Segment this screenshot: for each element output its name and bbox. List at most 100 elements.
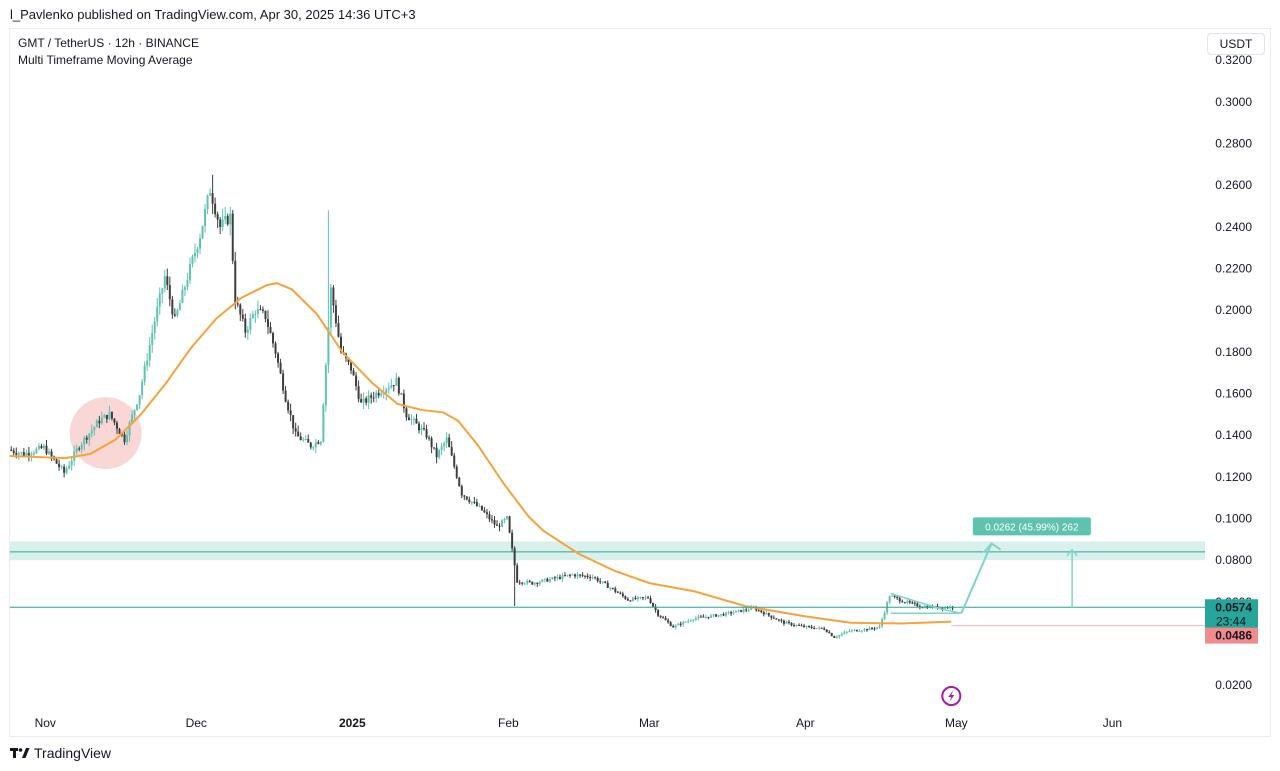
candle-body [322,405,325,442]
candle-body [636,597,639,600]
candle-body [415,418,418,424]
candle-body [115,422,118,429]
candle-body [639,597,642,599]
candle-body [546,578,549,582]
candle-body [186,280,189,288]
candle-body [234,260,237,304]
candle-body [488,514,491,520]
candle-body [654,606,657,611]
candle-body [621,593,624,597]
y-tick-label: 0.2200 [1215,262,1252,276]
candle-body [430,438,433,448]
candle-body [136,404,139,410]
currency-button[interactable]: USDT [1207,33,1265,55]
candle-body [95,420,98,428]
candle-body [103,414,106,418]
candle-body [878,626,881,628]
candle-body [596,577,599,582]
candle-body [85,437,88,440]
candle-body [176,310,179,316]
measure-label: 0.0262 (45.99%) 262 [985,522,1079,533]
candle-body [740,609,743,612]
candle-body [201,225,204,239]
candle-body [269,326,272,334]
candle-body [860,630,863,632]
candle-body [561,575,564,579]
candle-body [863,629,866,631]
candle-body [538,582,541,584]
candle-body [98,420,101,424]
candle-body [123,434,126,443]
highlight-circle [69,397,142,470]
measure-arrow-head [1066,548,1078,557]
candle-body [312,447,315,449]
candle-body [521,582,524,584]
candle-body [58,463,61,468]
tradingview-logo[interactable]: TradingView [10,745,111,761]
candle-body [68,465,71,469]
candle-body [460,486,463,496]
candle-body [146,360,149,366]
candle-body [795,624,798,626]
candle-body [410,419,413,421]
candle-body [266,319,269,327]
candle-body [329,287,332,328]
candle-body [845,631,848,633]
candle-body [90,430,93,434]
candle-body [166,276,169,286]
candle-body [78,448,81,450]
candle-body [100,417,103,424]
candle-body [511,532,514,549]
candle-body [823,628,826,630]
candle-body [667,620,670,623]
candle-body [498,525,501,527]
candle-body [12,450,15,453]
candle-body [251,314,254,319]
x-tick-label: Feb [498,716,519,730]
candle-body [657,610,660,616]
candle-body [30,454,33,456]
candle-body [256,309,259,314]
candle-body [848,631,851,633]
candle-body [672,625,675,628]
candle-body [88,433,91,440]
candle-body [151,333,154,345]
candle-body [375,392,378,399]
candle-body [835,636,838,638]
candle-body [309,442,312,448]
candle-body [297,431,300,437]
candle-body [221,219,224,227]
candle-body [440,446,443,451]
candle-body [616,591,619,593]
candle-body [747,609,750,611]
candle-body [428,437,431,439]
candle-body [858,631,861,633]
candle-body [604,581,607,583]
candle-body [126,435,129,443]
indicator-name[interactable]: Multi Timeframe Moving Average [18,53,193,67]
candle-body [468,499,471,503]
candle-body [855,629,858,632]
lightning-icon[interactable] [941,686,962,706]
candle-body [790,622,793,626]
candle-body [17,453,20,455]
candle-body [224,216,227,220]
candle-body [390,385,393,388]
candle-body [581,574,584,576]
candle-body [800,625,803,627]
candle-body [589,577,592,579]
candle-body [370,395,373,398]
y-tick-label: 0.1400 [1215,428,1252,442]
candle-body [805,626,808,628]
x-tick-label: 2025 [339,716,366,730]
candle-body [450,447,453,456]
candle-body [508,516,511,533]
symbol-title: GMT / TetherUS · 12h · BINANCE [18,36,199,50]
candle-body [745,609,748,611]
candle-body [775,618,778,620]
candle-body [365,398,368,403]
candle-body [209,193,212,196]
candle-body [334,305,337,324]
candle-body [65,468,68,473]
